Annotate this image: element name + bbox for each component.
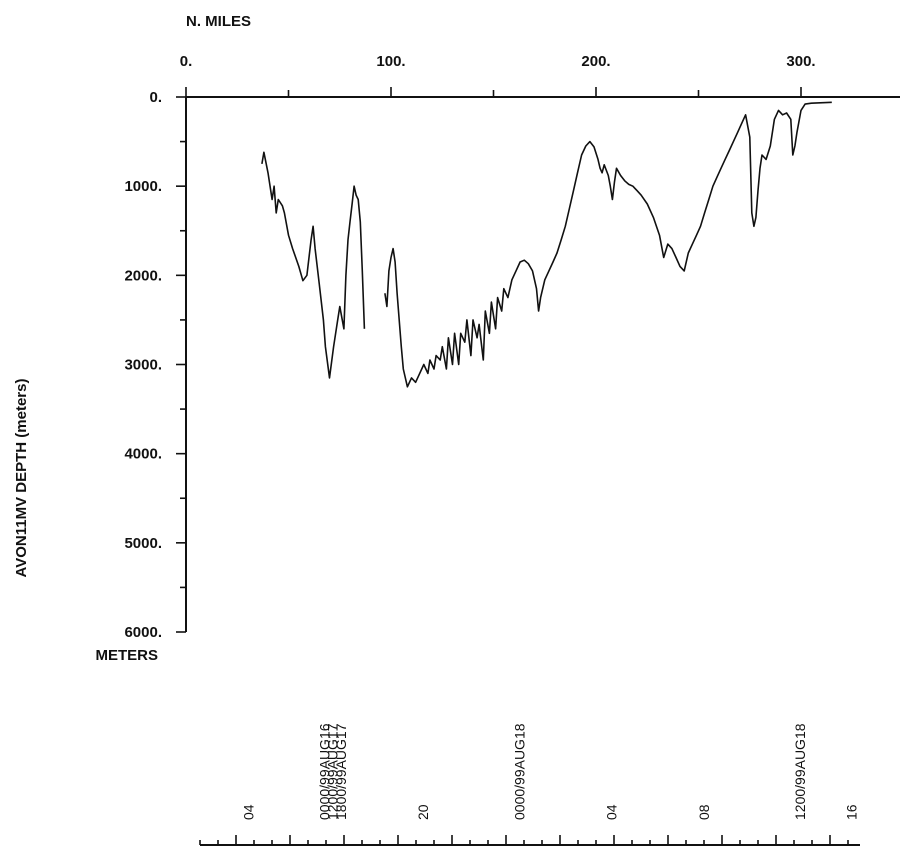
time-label: 1200/99AUG18 bbox=[792, 723, 808, 820]
time-label: 04 bbox=[604, 804, 620, 820]
y-axis-label: AVON11MV DEPTH (meters) bbox=[13, 379, 30, 578]
y-axis: 0. 1000. 2000. 3000. 4000. 5000. 6000. AVON11M… bbox=[13, 89, 900, 664]
time-label: 16 bbox=[843, 804, 859, 820]
y-tick-label: 2000. bbox=[124, 267, 162, 284]
y-tick-label: 0. bbox=[149, 89, 162, 106]
x-axis-ticks: 0. 100. 200. 300. bbox=[180, 53, 816, 97]
y-tick-label: 5000. bbox=[124, 535, 162, 552]
time-label: 20 bbox=[415, 804, 431, 820]
x-axis-label: N. MILES bbox=[186, 13, 251, 30]
y-axis-unit-label: METERS bbox=[95, 647, 158, 664]
time-label: 1800/99AUG17 bbox=[333, 723, 349, 820]
y-axis-ticks: 0. 1000. 2000. 3000. 4000. 5000. 6000. bbox=[124, 89, 186, 641]
y-tick-label: 4000. bbox=[124, 446, 162, 463]
time-label: 08 bbox=[696, 804, 712, 820]
x-tick-label: 200. bbox=[581, 53, 610, 70]
y-tick-label: 1000. bbox=[124, 178, 162, 195]
x-axis: N. MILES 0. 100. 200. 300. bbox=[180, 13, 816, 97]
time-label: 0000/99AUG16 bbox=[317, 723, 333, 820]
x-tick-label: 0. bbox=[180, 53, 193, 70]
time-axis-ticks bbox=[199, 835, 849, 845]
y-tick-label: 6000. bbox=[124, 624, 162, 641]
depth-line-segment bbox=[261, 151, 366, 379]
x-tick-label: 300. bbox=[786, 53, 815, 70]
time-label: 0000/99AUG18 bbox=[511, 723, 527, 820]
time-label: 1200/99AUG17 bbox=[325, 723, 341, 820]
x-tick-label: 100. bbox=[376, 53, 405, 70]
time-label: 04 bbox=[241, 804, 257, 820]
depth-series bbox=[261, 101, 832, 388]
y-tick-label: 3000. bbox=[124, 357, 162, 374]
depth-line-segment bbox=[384, 101, 832, 388]
